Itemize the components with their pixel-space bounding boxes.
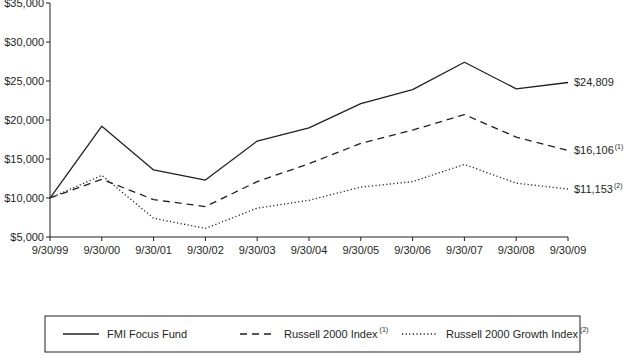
x-tick: [153, 237, 154, 241]
x-tick-label: 9/30/99: [32, 244, 69, 256]
x-tick: [516, 237, 517, 241]
y-tick-label: $25,000: [4, 75, 44, 87]
chart-container: $5,000 $10,000 $15,000 $20,000 $25,000 $30,00…: [0, 0, 625, 363]
x-tick-label: 9/30/07: [446, 244, 483, 256]
y-tick-label: $10,000: [4, 192, 44, 204]
value-label: $16,106: [574, 144, 614, 156]
x-tick: [412, 237, 413, 241]
x-tick-label: 9/30/00: [83, 244, 120, 256]
legend-swatch: [402, 333, 438, 334]
y-tick: [46, 42, 50, 43]
x-tick: [257, 237, 258, 241]
y-tick: [46, 237, 50, 238]
y-tick-label: $15,000: [4, 153, 44, 165]
legend-label: FMI Focus Fund: [107, 328, 187, 340]
y-tick-label: $5,000: [10, 231, 44, 243]
legend-note: (1): [380, 326, 389, 334]
value-label: $11,153: [574, 183, 613, 195]
x-tick-label: 9/30/08: [498, 244, 535, 256]
x-tick-label: 9/30/01: [135, 244, 172, 256]
legend-note: (2): [580, 326, 589, 334]
x-tick: [101, 237, 102, 241]
y-tick: [46, 159, 50, 160]
legend-swatch: [63, 333, 99, 334]
y-tick-label: $30,000: [4, 36, 44, 48]
x-tick-label: 9/30/02: [187, 244, 224, 256]
y-tick: [46, 3, 50, 4]
value-label: $24,809: [574, 76, 614, 88]
legend-label: Russell 2000 Index: [284, 328, 378, 340]
x-tick: [360, 237, 361, 241]
x-tick: [50, 237, 51, 241]
value-label-note: (1): [615, 143, 624, 151]
series-line: [50, 62, 568, 198]
legend-label: Russell 2000 Growth Index: [446, 328, 579, 340]
x-tick: [309, 237, 310, 241]
legend-box: [45, 316, 580, 352]
series-line: [50, 164, 568, 228]
y-tick-label: $20,000: [4, 114, 44, 126]
x-tick: [568, 237, 569, 241]
legend-swatch: [240, 333, 276, 334]
value-label-note: (2): [614, 182, 623, 190]
y-tick: [46, 198, 50, 199]
x-tick-label: 9/30/03: [239, 244, 276, 256]
series-line: [50, 115, 568, 207]
x-tick-label: 9/30/06: [394, 244, 431, 256]
x-tick-label: 9/30/09: [550, 244, 587, 256]
x-tick-label: 9/30/04: [291, 244, 328, 256]
x-tick-label: 9/30/05: [342, 244, 379, 256]
y-tick: [46, 120, 50, 121]
plot-area: [50, 62, 568, 228]
x-tick: [205, 237, 206, 241]
x-tick: [464, 237, 465, 241]
y-tick: [46, 81, 50, 82]
y-tick-label: $35,000: [4, 0, 44, 9]
chart-svg: $5,000 $10,000 $15,000 $20,000 $25,000 $30,00…: [0, 0, 625, 363]
